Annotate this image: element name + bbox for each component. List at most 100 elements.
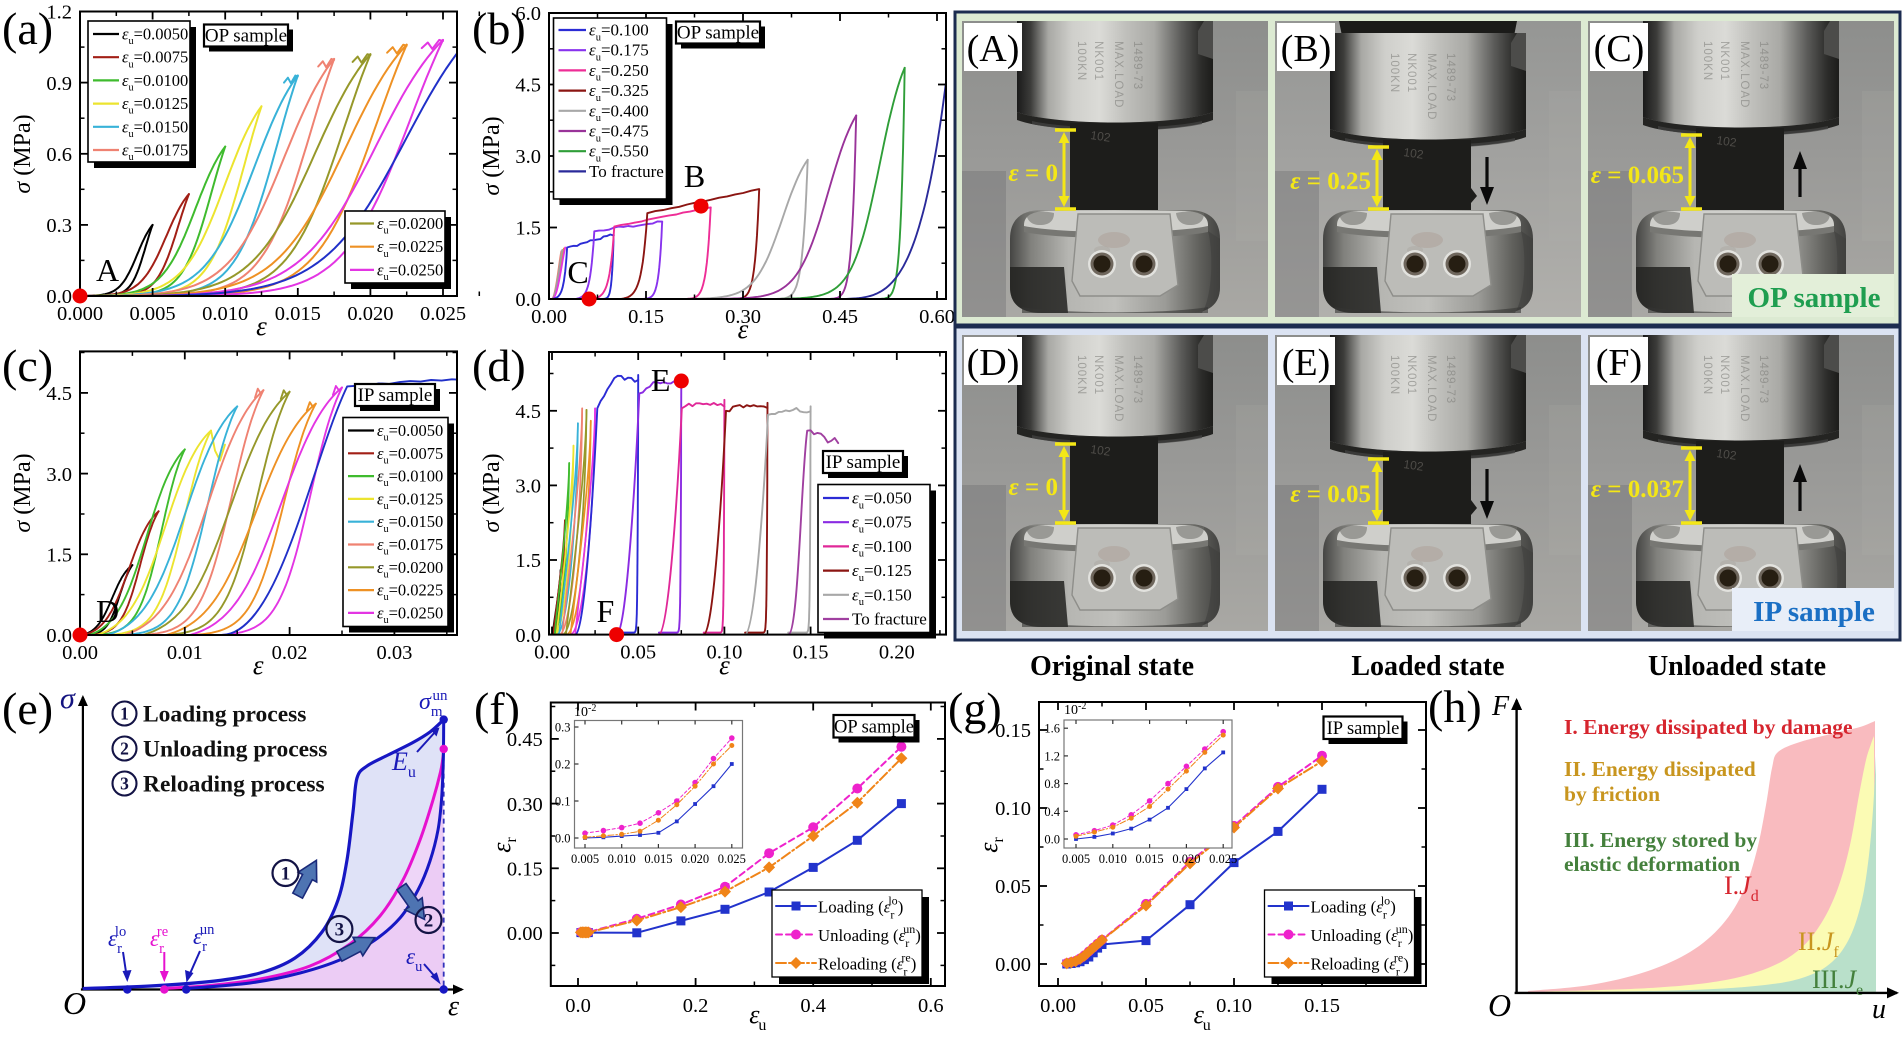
svg-text:εu=0.0100: εu=0.0100 xyxy=(122,71,188,94)
svg-text:(e): (e) xyxy=(2,683,53,734)
svg-text:3.0: 3.0 xyxy=(515,476,541,498)
svg-text:0.10: 0.10 xyxy=(706,642,742,664)
svg-text:102: 102 xyxy=(1716,133,1738,150)
svg-text:0.45: 0.45 xyxy=(822,306,858,328)
svg-text:0.00: 0.00 xyxy=(62,642,98,664)
svg-text:εu=0.0050: εu=0.0050 xyxy=(122,25,188,48)
svg-text:100KN: 100KN xyxy=(1075,41,1087,81)
svg-text:εu=0.0225: εu=0.0225 xyxy=(377,581,443,604)
svg-text:0.010: 0.010 xyxy=(1099,852,1127,866)
svg-text:III. Energy stored by: III. Energy stored by xyxy=(1564,828,1757,852)
svg-text:1.2: 1.2 xyxy=(46,2,72,24)
svg-text:ε: ε xyxy=(749,1000,760,1029)
svg-text:(c): (c) xyxy=(2,340,53,391)
svg-text:εu: εu xyxy=(406,944,422,975)
svg-text:E: E xyxy=(651,362,671,398)
svg-text:0.45: 0.45 xyxy=(507,729,543,751)
svg-text:OP sample: OP sample xyxy=(677,23,759,44)
svg-text:0.9: 0.9 xyxy=(46,73,72,95)
svg-text:ε = 0.05: ε = 0.05 xyxy=(1290,481,1371,508)
svg-text:ε: ε xyxy=(1194,1000,1205,1029)
svg-text:IP sample: IP sample xyxy=(826,452,901,473)
svg-text:εrre: εrre xyxy=(150,924,168,957)
svg-text:σ (MPa): σ (MPa) xyxy=(479,116,505,195)
svg-text:3.0: 3.0 xyxy=(515,146,541,168)
svg-text:εu=0.125: εu=0.125 xyxy=(852,561,912,584)
svg-text:102: 102 xyxy=(1716,446,1738,463)
svg-text:by friction: by friction xyxy=(1564,782,1660,806)
svg-text:(C): (C) xyxy=(1594,28,1645,70)
svg-text:0.01: 0.01 xyxy=(167,642,203,664)
svg-text:0.005: 0.005 xyxy=(130,303,176,325)
svg-text:0.15: 0.15 xyxy=(628,306,664,328)
svg-text:OP sample: OP sample xyxy=(205,26,287,47)
svg-text:3: 3 xyxy=(335,920,345,941)
svg-text:εu=0.0100: εu=0.0100 xyxy=(377,467,443,490)
svg-text:1489-73: 1489-73 xyxy=(1131,355,1143,404)
svg-text:0.05: 0.05 xyxy=(1128,995,1164,1017)
svg-text:102: 102 xyxy=(1090,442,1112,459)
svg-text:0.02: 0.02 xyxy=(272,642,308,664)
svg-text:4.5: 4.5 xyxy=(515,401,541,423)
svg-text:100KN: 100KN xyxy=(1075,355,1087,395)
svg-text:0.10: 0.10 xyxy=(995,798,1031,820)
svg-text:0.00: 0.00 xyxy=(995,954,1031,976)
svg-text:(E): (E) xyxy=(1282,342,1331,384)
svg-text:0.010: 0.010 xyxy=(608,852,636,866)
svg-text:σ (MPa): σ (MPa) xyxy=(479,453,505,532)
svg-text:εu=0.175: εu=0.175 xyxy=(589,41,649,64)
svg-text:(d): (d) xyxy=(472,340,526,391)
svg-text:B: B xyxy=(684,158,705,194)
svg-text:0.6: 0.6 xyxy=(918,995,944,1017)
svg-text:102: 102 xyxy=(1403,457,1425,474)
svg-text:0.3: 0.3 xyxy=(555,721,571,735)
svg-text:A: A xyxy=(96,252,119,288)
svg-text:Reloading process: Reloading process xyxy=(143,772,325,798)
svg-text:0.0: 0.0 xyxy=(46,286,72,308)
svg-text:3.0: 3.0 xyxy=(46,464,72,486)
svg-text:0.015: 0.015 xyxy=(1136,852,1164,866)
svg-text:0.0: 0.0 xyxy=(515,289,541,311)
svg-text:0.020: 0.020 xyxy=(1172,852,1200,866)
svg-text:εu=0.100: εu=0.100 xyxy=(589,21,649,44)
svg-text:εu=0.0150: εu=0.0150 xyxy=(377,512,443,535)
svg-text:(D): (D) xyxy=(967,342,1020,384)
svg-text:0.00: 0.00 xyxy=(534,642,570,664)
svg-text:εrun: εrun xyxy=(193,922,215,955)
svg-text:εu=0.0125: εu=0.0125 xyxy=(377,489,443,512)
svg-text:100KN: 100KN xyxy=(1701,355,1713,395)
svg-text:0.020: 0.020 xyxy=(347,303,393,325)
svg-text:εu=0.475: εu=0.475 xyxy=(589,122,649,145)
svg-text:2: 2 xyxy=(424,911,434,932)
svg-text:σ: σ xyxy=(60,682,76,715)
svg-text:εr: εr xyxy=(487,837,520,853)
svg-text:0.025: 0.025 xyxy=(420,303,466,325)
svg-text:εrlo: εrlo xyxy=(108,924,126,957)
svg-text:εr: εr xyxy=(974,837,1007,853)
svg-text:(A): (A) xyxy=(967,28,1020,70)
svg-text:ε: ε xyxy=(738,314,749,344)
svg-text:1489-73: 1489-73 xyxy=(1131,41,1143,90)
svg-text:1.5: 1.5 xyxy=(515,218,541,240)
svg-text:(F): (F) xyxy=(1596,342,1642,384)
svg-text:O: O xyxy=(63,985,86,1021)
svg-text:0.15: 0.15 xyxy=(1304,995,1340,1017)
svg-text:OP sample: OP sample xyxy=(834,718,914,738)
svg-text:NK001: NK001 xyxy=(1405,53,1417,93)
svg-text:MAX.LOAD: MAX.LOAD xyxy=(1112,355,1124,422)
svg-text:0.4: 0.4 xyxy=(1044,805,1060,819)
svg-text:100KN: 100KN xyxy=(1388,355,1400,395)
svg-text:εu=0.0075: εu=0.0075 xyxy=(377,444,443,467)
svg-text:εu=0.0125: εu=0.0125 xyxy=(122,94,188,117)
svg-text:To fracture: To fracture xyxy=(852,610,927,629)
svg-text:1489-73: 1489-73 xyxy=(1757,355,1769,404)
svg-text:4.5: 4.5 xyxy=(46,383,72,405)
svg-text:0.00: 0.00 xyxy=(507,923,543,945)
svg-text:0.8: 0.8 xyxy=(1044,777,1060,791)
svg-text:ε: ε xyxy=(256,311,267,341)
svg-text:0.05: 0.05 xyxy=(620,642,656,664)
svg-text:II.Jf: II.Jf xyxy=(1798,927,1839,961)
svg-text:F: F xyxy=(597,593,615,629)
svg-text:0.000: 0.000 xyxy=(57,303,103,325)
svg-text:(f): (f) xyxy=(474,683,520,734)
